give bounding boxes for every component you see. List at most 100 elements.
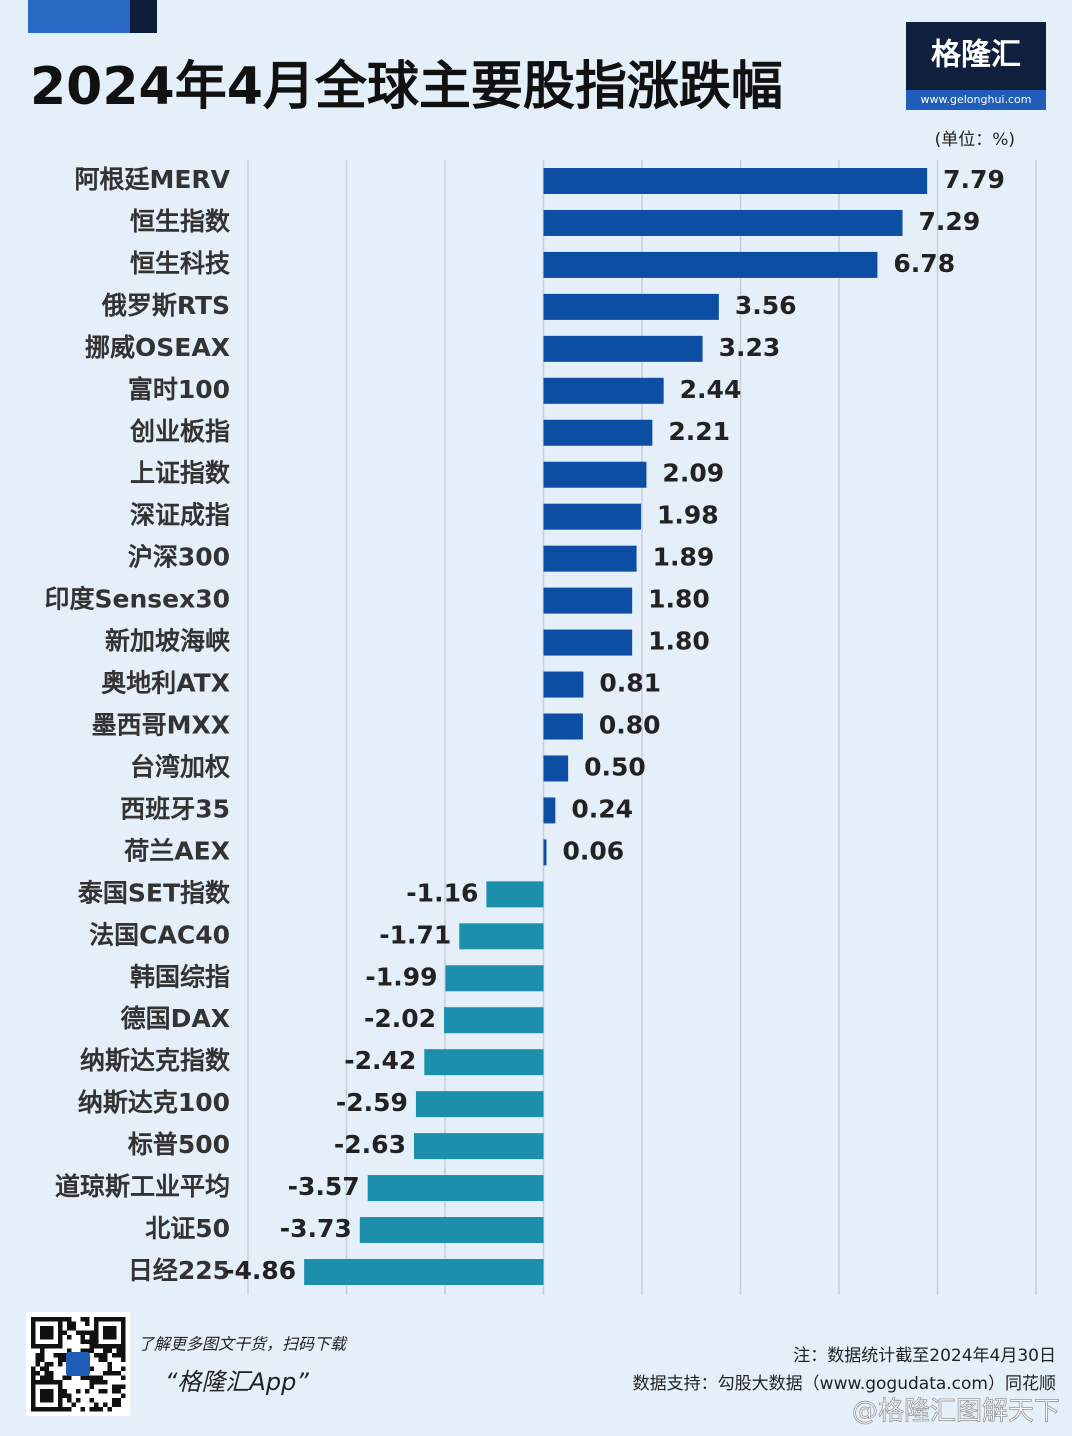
qr-cell: [85, 1389, 90, 1394]
value-label: -4.86: [224, 1256, 296, 1285]
qr-cell: [98, 1389, 103, 1394]
qr-cell: [107, 1362, 112, 1367]
qr-cell: [44, 1326, 49, 1331]
qr-cell: [116, 1344, 121, 1349]
category-label: 奥地利ATX: [101, 669, 230, 698]
qr-cell: [40, 1357, 45, 1362]
category-label: 新加坡海峡: [105, 627, 231, 656]
qr-cell: [58, 1407, 63, 1412]
qr-cell: [112, 1330, 117, 1335]
qr-cell: [107, 1366, 112, 1371]
qr-cell: [121, 1321, 126, 1326]
bar: [543, 545, 637, 572]
qr-cell: [62, 1317, 67, 1322]
qr-cell: [94, 1402, 99, 1407]
qr-cell: [40, 1375, 45, 1380]
qr-cell: [121, 1353, 126, 1358]
value-label: -2.59: [336, 1088, 408, 1117]
value-label: 0.80: [599, 711, 661, 740]
bar: [415, 1091, 544, 1118]
qr-cell: [121, 1357, 126, 1362]
decor-bar: [130, 0, 157, 33]
qr-cell: [103, 1330, 108, 1335]
qr-cell: [121, 1348, 126, 1353]
qr-cell: [116, 1402, 121, 1407]
value-label: 3.23: [719, 333, 781, 362]
bar: [543, 755, 569, 782]
qr-cell: [40, 1353, 45, 1358]
qr-cell: [49, 1375, 54, 1380]
bar: [304, 1259, 544, 1285]
category-label: 标普500: [128, 1130, 230, 1159]
qr-cell: [58, 1330, 63, 1335]
qr-cell: [35, 1353, 40, 1358]
qr-cell: [40, 1330, 45, 1335]
qr-cell: [94, 1353, 99, 1358]
qr-cell: [67, 1335, 72, 1340]
qr-code: [26, 1312, 130, 1416]
qr-cell: [40, 1393, 45, 1398]
qr-cell: [31, 1402, 36, 1407]
logo-strip: [906, 90, 1046, 110]
qr-cell: [44, 1362, 49, 1367]
bar: [413, 1133, 544, 1160]
source: 数据支持：勾股大数据（www.gogudata.com）同花顺: [633, 1374, 1056, 1394]
qr-cell: [107, 1344, 112, 1349]
qr-cell: [44, 1330, 49, 1335]
qr-cell: [31, 1317, 36, 1322]
qr-cell: [107, 1348, 112, 1353]
qr-cell: [121, 1317, 126, 1322]
qr-cell: [121, 1393, 126, 1398]
bar: [543, 671, 584, 698]
qr-cell: [35, 1407, 40, 1412]
qr-cell: [103, 1335, 108, 1340]
qr-cell: [44, 1380, 49, 1385]
qr-cell: [49, 1326, 54, 1331]
qr-cell: [31, 1366, 36, 1371]
qr-cell: [89, 1366, 94, 1371]
qr-cell: [49, 1362, 54, 1367]
category-label: 荷兰AEX: [124, 836, 230, 865]
qr-cell: [80, 1330, 85, 1335]
category-label: 纳斯达克指数: [80, 1046, 231, 1075]
qr-cell: [44, 1317, 49, 1322]
qr-cell: [49, 1398, 54, 1403]
qr-cell: [58, 1344, 63, 1349]
qr-cell: [107, 1330, 112, 1335]
qr-cell: [67, 1348, 72, 1353]
value-label: 6.78: [893, 249, 955, 278]
qr-cell: [103, 1317, 108, 1322]
plot: 阿根廷MERV 7.79 恒生指数 7.29 恒生科技 6.78 俄罗斯RTS 3.56 挪威O…: [44, 160, 1037, 1295]
qr-cell: [58, 1357, 63, 1362]
qr-cell: [49, 1407, 54, 1412]
qr-cell: [67, 1326, 72, 1331]
category-label: 印度Sensex30: [44, 585, 230, 614]
category-label: 沪深300: [128, 543, 230, 572]
qr-cell: [107, 1317, 112, 1322]
qr-cell: [31, 1326, 36, 1331]
qr-cell: [103, 1357, 108, 1362]
watermark: @格隆汇图解天下: [852, 1397, 1060, 1427]
qr-cell: [67, 1375, 72, 1380]
qr-cell: [76, 1398, 81, 1403]
qr-cell: [112, 1344, 117, 1349]
qr-cell: [53, 1353, 58, 1358]
bar: [543, 839, 547, 866]
qr-cell: [49, 1344, 54, 1349]
qr-cell: [112, 1335, 117, 1340]
qr-cell: [94, 1407, 99, 1412]
qr-cell: [112, 1384, 117, 1389]
value-label: 0.81: [599, 669, 661, 698]
category-label: 深证成指: [130, 501, 230, 530]
qr-cell: [112, 1389, 117, 1394]
qr-cell: [58, 1389, 63, 1394]
category-label: 法国CAC40: [89, 920, 230, 949]
qr-cell: [53, 1380, 58, 1385]
qr-cell: [31, 1384, 36, 1389]
qr-cell: [121, 1384, 126, 1389]
qr-cell: [40, 1317, 45, 1322]
category-label: 北证50: [145, 1214, 230, 1243]
qr-cell: [112, 1353, 117, 1358]
chart-title: 2024年4月全球主要股指涨跌幅: [30, 57, 783, 117]
qr-cell: [103, 1348, 108, 1353]
